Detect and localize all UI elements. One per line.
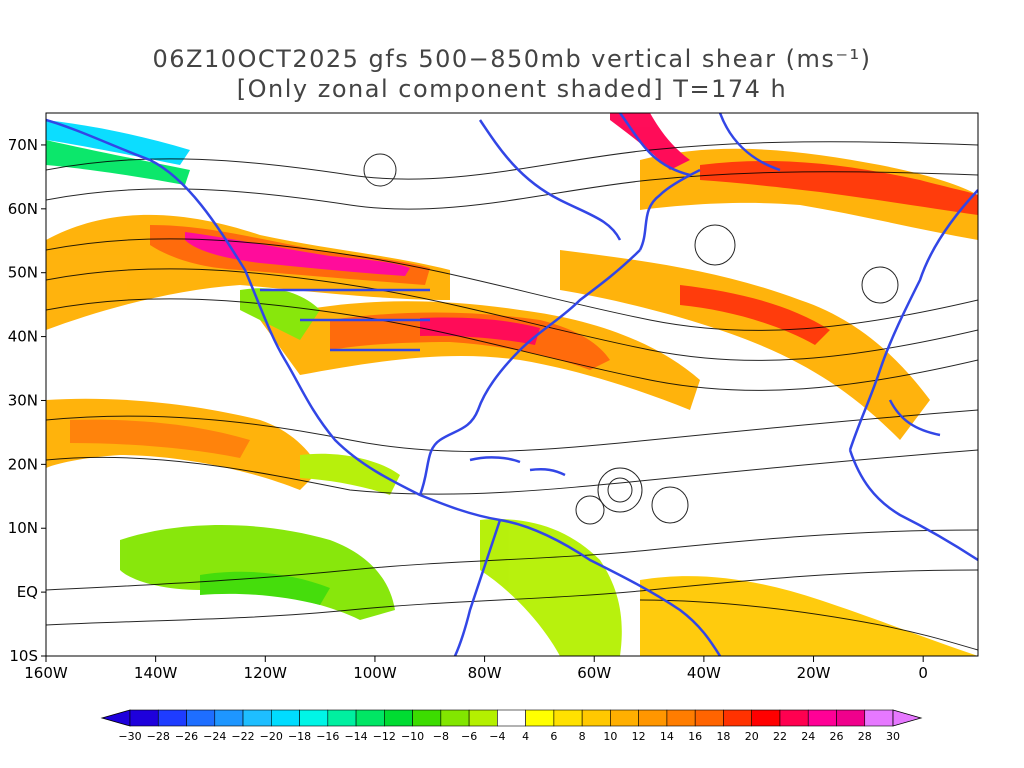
colorbar-label: −18 bbox=[288, 730, 311, 743]
colorbar-swatch bbox=[666, 709, 696, 727]
y-tick-label: 60N bbox=[8, 200, 38, 218]
map-title: 06Z10OCT2025 gfs 500−850mb vertical shea… bbox=[0, 44, 1024, 104]
colorbar-label: 10 bbox=[603, 730, 617, 743]
colorbar-label: 12 bbox=[632, 730, 646, 743]
y-tick-label: 40N bbox=[8, 328, 38, 346]
map-plot-area bbox=[46, 113, 978, 656]
map-frame bbox=[45, 112, 979, 657]
colorbar-label: −20 bbox=[260, 730, 283, 743]
y-tick-label: 70N bbox=[8, 136, 38, 154]
colorbar-max-arrow bbox=[892, 709, 923, 727]
band-arctic-west bbox=[46, 120, 190, 165]
y-tick-label: 10N bbox=[8, 519, 38, 537]
colorbar-label: −16 bbox=[316, 730, 339, 743]
colorbar-swatch bbox=[694, 709, 724, 727]
colorbar-label: 26 bbox=[829, 730, 843, 743]
band-south-atlantic bbox=[640, 576, 978, 656]
colorbar-label: −8 bbox=[433, 730, 449, 743]
jet-core-atlantic-central bbox=[680, 285, 830, 345]
colorbar-swatch bbox=[440, 709, 470, 727]
colorbar-label: −4 bbox=[489, 730, 505, 743]
band-arctic-green bbox=[46, 140, 190, 185]
colorbar-swatch bbox=[129, 709, 159, 727]
easterly-band-south-america bbox=[480, 519, 622, 656]
colorbar-swatch bbox=[299, 709, 329, 727]
colorbar-label: 14 bbox=[660, 730, 674, 743]
colorbar-swatch bbox=[610, 709, 639, 727]
coastlines bbox=[46, 113, 978, 656]
jet-core-atlantic-north bbox=[700, 160, 978, 215]
colorbar-label: 4 bbox=[522, 730, 529, 743]
colorbar-label: 18 bbox=[716, 730, 730, 743]
colorbar-label: −22 bbox=[231, 730, 254, 743]
y-tick-label: 50N bbox=[8, 264, 38, 282]
title-line-1: 06Z10OCT2025 gfs 500−850mb vertical shea… bbox=[152, 45, 872, 73]
colorbar-label: 28 bbox=[858, 730, 872, 743]
jet-band-atlantic-central bbox=[560, 250, 930, 440]
subtropical-core-pacific bbox=[70, 419, 250, 458]
colorbar-swatch bbox=[779, 709, 809, 727]
colorbar-swatch bbox=[807, 709, 837, 727]
colorbar-swatch bbox=[525, 709, 555, 727]
colorbar-swatch bbox=[751, 709, 781, 727]
colorbar-label: 24 bbox=[801, 730, 815, 743]
colorbar: −30 −28 −26 −24 −22 −20 −18 −16 −14 −12 −10 −8 −6 −4 4… bbox=[100, 709, 923, 743]
jet-max-north-pacific bbox=[185, 232, 410, 276]
colorbar-label: −24 bbox=[203, 730, 226, 743]
colorbar-swatch bbox=[214, 709, 244, 727]
x-tick-label: 60W bbox=[577, 664, 611, 682]
colorbar-swatch bbox=[384, 709, 413, 727]
colorbar-swatch bbox=[355, 709, 385, 727]
colorbar-label: −10 bbox=[401, 730, 424, 743]
x-tick-label: 160W bbox=[24, 664, 68, 682]
colorbar-label: −30 bbox=[118, 730, 141, 743]
y-axis: 70N 60N 50N 40N 30N 20N 10N EQ 10S bbox=[8, 136, 46, 665]
y-tick-label: 30N bbox=[8, 391, 38, 409]
colorbar-label: 16 bbox=[688, 730, 702, 743]
colorbar-swatch bbox=[864, 709, 894, 727]
colorbar-label: −26 bbox=[175, 730, 198, 743]
colorbar-swatch bbox=[186, 709, 216, 727]
colorbar-swatch bbox=[581, 709, 611, 727]
colorbar-label: 20 bbox=[745, 730, 759, 743]
colorbar-swatch bbox=[412, 709, 442, 727]
y-tick-label: EQ bbox=[17, 583, 38, 601]
x-tick-label: 120W bbox=[244, 664, 288, 682]
jet-core-north-america bbox=[330, 312, 610, 370]
y-tick-label: 20N bbox=[8, 455, 38, 473]
colorbar-label: −28 bbox=[147, 730, 170, 743]
streamlines bbox=[46, 141, 978, 651]
x-tick-label: 80W bbox=[468, 664, 502, 682]
colorbar-swatch bbox=[468, 709, 498, 727]
colorbar-swatch bbox=[157, 709, 187, 727]
x-tick-label: 40W bbox=[687, 664, 721, 682]
x-tick-label: 140W bbox=[134, 664, 178, 682]
colorbar-swatch bbox=[836, 709, 866, 727]
easterly-band-west-us bbox=[240, 288, 320, 340]
colorbar-swatch bbox=[327, 709, 357, 727]
colorbar-min-arrow bbox=[100, 709, 131, 727]
colorbar-swatch bbox=[242, 709, 272, 727]
x-axis: 160W 140W 120W 100W 80W 60W 40W 20W 0 bbox=[24, 656, 928, 682]
colorbar-label: 8 bbox=[579, 730, 586, 743]
colorbar-label: 22 bbox=[773, 730, 787, 743]
x-tick-label: 0 bbox=[918, 664, 928, 682]
colorbar-label: −14 bbox=[344, 730, 367, 743]
colorbar-label: 30 bbox=[886, 730, 900, 743]
title-line-2: [Only zonal component shaded] T=174 h bbox=[236, 75, 788, 103]
y-tick-label: 10S bbox=[9, 647, 38, 665]
colorbar-label: −6 bbox=[461, 730, 477, 743]
colorbar-swatch bbox=[497, 709, 526, 727]
colorbar-swatch bbox=[723, 709, 753, 727]
easterly-band-gulf bbox=[300, 453, 400, 495]
colorbar-label: 6 bbox=[550, 730, 557, 743]
x-tick-label: 20W bbox=[797, 664, 831, 682]
colorbar-label: −12 bbox=[373, 730, 396, 743]
colorbar-swatch bbox=[638, 709, 668, 727]
jet-max-north-america bbox=[420, 317, 540, 345]
colorbar-swatch bbox=[270, 709, 300, 727]
x-tick-label: 100W bbox=[353, 664, 397, 682]
colorbar-swatch bbox=[553, 709, 583, 727]
